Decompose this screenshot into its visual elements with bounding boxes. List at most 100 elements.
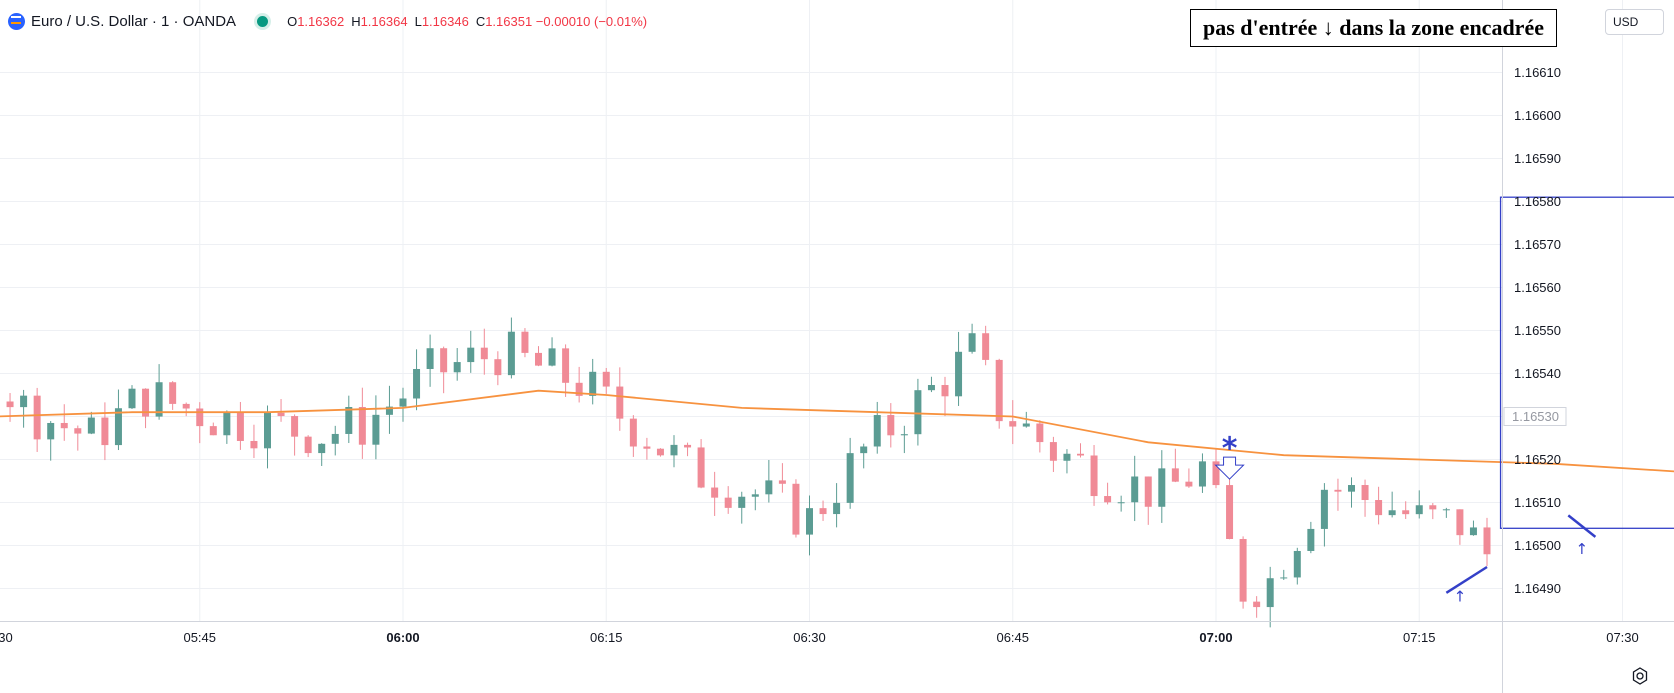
- ohlc-close-label: C: [475, 13, 486, 29]
- candle-body: [453, 362, 461, 373]
- candle-body: [968, 333, 976, 352]
- candle-body: [169, 382, 177, 404]
- candle-body: [1144, 476, 1152, 507]
- candle-body: [656, 448, 664, 456]
- candle-body: [955, 351, 963, 397]
- candle-body: [900, 434, 908, 436]
- candle-body: [182, 403, 190, 409]
- symbol-header: Euro / U.S. Dollar · 1 · OANDA O 1.16362…: [8, 9, 654, 33]
- candle-body: [196, 408, 204, 427]
- x-tick-label: 06:30: [793, 630, 826, 645]
- candle-body: [250, 440, 258, 449]
- ohlc-close-value: 1.16351 −0.00010 (−0.01%): [485, 13, 648, 29]
- candle-body: [562, 348, 570, 383]
- candle-body: [236, 412, 244, 441]
- chart-grid: [0, 0, 1623, 621]
- candle-body: [87, 417, 95, 434]
- x-tick-label: 06:45: [996, 630, 1029, 645]
- candle-body: [1104, 496, 1112, 503]
- candle-body: [914, 390, 922, 435]
- candle-body: [114, 408, 122, 446]
- candle-body: [1320, 489, 1328, 529]
- candle-body: [751, 494, 759, 497]
- last-price-badge: [1503, 407, 1567, 426]
- y-tick-label: 1.16490: [1514, 581, 1561, 596]
- candle-body: [440, 348, 448, 373]
- candle-body: [1253, 601, 1261, 608]
- x-tick-label: 06:00: [386, 630, 419, 645]
- candle-body: [873, 415, 881, 447]
- tradingview-logo-icon[interactable]: [8, 12, 25, 30]
- candle-body: [1090, 455, 1098, 497]
- candle-body: [413, 368, 421, 399]
- currency-button[interactable]: USD: [1605, 9, 1664, 35]
- annotation-textbox[interactable]: pas d'entrée ↓ dans la zone encadrée: [1190, 9, 1557, 47]
- candle-body: [426, 348, 434, 369]
- moving-average-line: [0, 389, 1674, 473]
- candle-body: [1036, 423, 1044, 443]
- candle-body: [995, 359, 1003, 422]
- candle-body: [1266, 578, 1274, 608]
- candle-body: [1226, 485, 1234, 539]
- candle-body: [480, 347, 488, 360]
- x-tick-label: 06:15: [590, 630, 623, 645]
- candle-body: [1361, 485, 1369, 501]
- candle-body: [1198, 461, 1206, 487]
- last-price-label: 1.16530: [1512, 409, 1559, 424]
- candle-body: [155, 382, 163, 417]
- ohlc-high-label: H: [351, 13, 361, 29]
- candle-body: [101, 417, 109, 446]
- candle-body: [765, 480, 773, 495]
- x-tick-label: 07:00: [1199, 630, 1232, 645]
- candle-body: [1469, 527, 1477, 536]
- y-tick-label: 1.16580: [1514, 194, 1561, 209]
- candle-body: [304, 436, 312, 454]
- candle-body: [1077, 453, 1084, 456]
- candle-body: [358, 407, 366, 445]
- candle-body: [833, 502, 841, 515]
- candle-body: [47, 422, 55, 440]
- market-status-icon[interactable]: [254, 12, 272, 30]
- no-entry-zone-box: [1499, 196, 1674, 529]
- candle-body: [1158, 468, 1166, 507]
- annotation-stroke: [1567, 514, 1597, 538]
- chart-annotations: *↑↑↑↑: [1214, 196, 1674, 605]
- candle-body: [277, 412, 285, 417]
- gear-icon[interactable]: [1630, 666, 1650, 686]
- candle-body: [1375, 500, 1383, 516]
- y-tick-label: 1.16570: [1514, 237, 1561, 252]
- candle-body: [1388, 510, 1396, 516]
- candle-body: [643, 446, 651, 449]
- candle-body: [1429, 505, 1437, 510]
- candle-body: [670, 444, 678, 456]
- x-tick-label: 05:45: [183, 630, 216, 645]
- ohlc-low-label: L: [414, 13, 422, 29]
- candle-body: [74, 428, 82, 434]
- candle-body: [792, 483, 800, 535]
- candle-body: [887, 415, 895, 436]
- candle-body: [372, 414, 380, 445]
- candle-body: [1063, 453, 1071, 461]
- candle-body: [467, 347, 475, 363]
- candle-body: [1456, 509, 1464, 536]
- y-tick-label: 1.16590: [1514, 151, 1561, 166]
- candle-body: [575, 382, 583, 396]
- candle-body: [697, 447, 705, 488]
- candle-body: [1307, 528, 1315, 551]
- candle-body: [20, 395, 28, 408]
- candle-body: [1402, 510, 1410, 515]
- entry-down-arrow: [1214, 456, 1245, 480]
- y-tick-label: 1.16550: [1514, 323, 1561, 338]
- ohlc-open-label: O: [287, 13, 298, 29]
- candle-body: [223, 412, 231, 436]
- candle-body: [616, 386, 624, 419]
- y-tick-label: 1.16600: [1514, 108, 1561, 123]
- symbol-title[interactable]: Euro / U.S. Dollar · 1 · OANDA: [31, 12, 237, 30]
- candle-body: [724, 497, 732, 508]
- candle-body: [982, 333, 990, 360]
- candle-body: [1009, 421, 1017, 427]
- candle-body: [1442, 509, 1450, 511]
- candle-body: [264, 412, 271, 449]
- candle-body: [1022, 423, 1030, 427]
